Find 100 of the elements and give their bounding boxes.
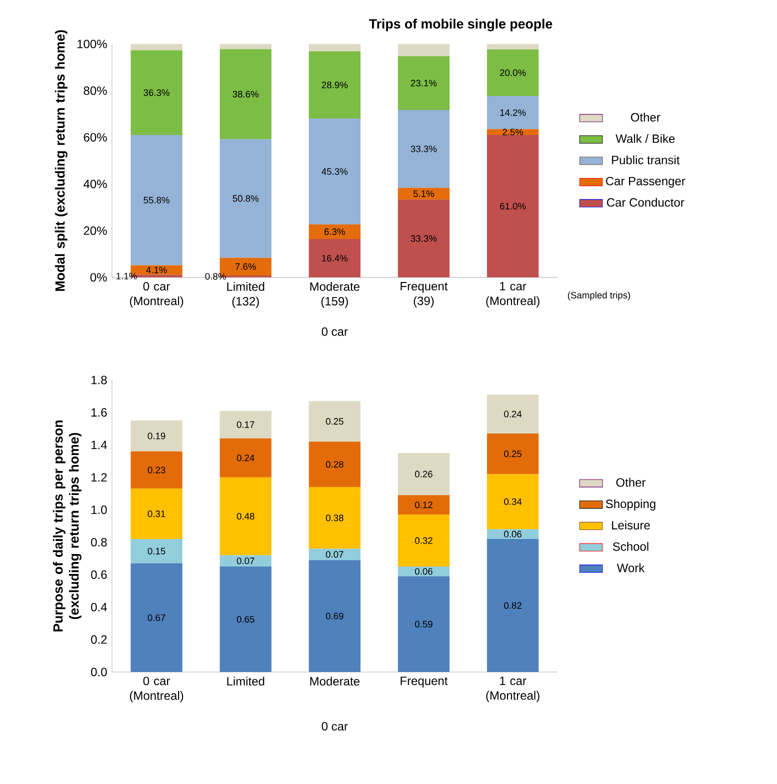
chart-title: Trips of mobile single people <box>368 18 552 32</box>
data-label: 0.17 <box>236 421 254 428</box>
x-tick-label: 1 car (Montreal) <box>486 676 540 702</box>
bar <box>398 495 450 515</box>
text: (Sampled trips) <box>568 292 630 300</box>
bar <box>486 394 538 434</box>
data-label: 20.0% <box>500 69 526 76</box>
x-tick-label: Limited (132) <box>227 282 264 308</box>
legend-label: Leisure <box>612 520 650 530</box>
data-label: 0.8% <box>205 273 226 280</box>
bar <box>220 49 272 140</box>
data-label: 0.59 <box>414 620 432 628</box>
data-label: 36.3% <box>144 89 170 96</box>
bar <box>130 538 182 564</box>
legend-label: Other <box>630 112 660 122</box>
y-tick-label: 0.0 <box>90 668 107 676</box>
bar <box>308 44 360 52</box>
bar <box>486 434 538 474</box>
data-label: 0.26 <box>414 470 432 478</box>
bar <box>398 200 450 278</box>
y-tick-label: 0.6 <box>90 570 107 579</box>
legend-label: Public transit <box>612 155 680 164</box>
x-tick-label: Moderate <box>310 676 360 686</box>
legend-label: Work <box>616 563 644 572</box>
data-label: 28.9% <box>322 82 348 88</box>
legend-label: Shopping <box>606 499 656 510</box>
data-label: 50.8% <box>232 195 258 202</box>
y-tick-label: 60% <box>84 133 107 142</box>
bar <box>486 129 538 135</box>
data-label: 0.07 <box>326 551 344 558</box>
bar <box>220 555 272 567</box>
bar <box>130 420 182 452</box>
bar <box>486 529 538 539</box>
bar <box>398 44 450 56</box>
data-label: 14.2% <box>500 109 526 116</box>
data-label: 0.25 <box>326 418 344 425</box>
legend-label: Walk / Bike <box>616 134 674 143</box>
data-label: 5.1% <box>413 190 434 197</box>
data-label: 1.1% <box>116 272 137 280</box>
legend-label: Car Passenger <box>606 176 686 188</box>
x-tick-label: Frequent (39) <box>400 282 448 308</box>
text: 0 car <box>322 722 348 731</box>
bar <box>308 239 360 278</box>
y-tick-label: 1.2 <box>91 473 107 482</box>
data-label: 0.15 <box>148 548 166 554</box>
data-label: 2.5% <box>502 128 523 136</box>
y-tick-label: 0% <box>90 273 107 282</box>
y-tick-label: 0.4 <box>90 602 107 612</box>
data-label: 0.25 <box>504 450 522 458</box>
data-label: 4.1% <box>146 266 167 274</box>
data-label: 33.3% <box>410 235 436 242</box>
text: 0 car <box>322 327 348 336</box>
data-label: 38.6% <box>232 90 258 98</box>
y-tick-label: 1.0 <box>91 506 107 514</box>
data-label: 0.34 <box>504 498 522 505</box>
bar <box>486 538 538 672</box>
bar <box>130 50 182 135</box>
data-label: 61.0% <box>500 202 526 210</box>
y-tick-label: 0.2 <box>90 635 107 644</box>
bar <box>308 224 360 240</box>
y-tick-label: 1.4 <box>91 440 107 450</box>
x-tick-label: 0 car (Montreal) <box>130 282 183 308</box>
data-label: 0.48 <box>236 512 254 520</box>
data-label: 0.24 <box>504 410 522 418</box>
data-label: 6.3% <box>324 228 345 236</box>
data-label: 0.31 <box>148 510 165 518</box>
y-axis-title: Purpose of daily trips per person (excluding return trips home) <box>52 420 82 632</box>
data-label: 0.23 <box>148 466 166 474</box>
data-label: 0.07 <box>236 558 254 564</box>
bar <box>486 44 538 50</box>
x-tick-label: 0 car (Montreal) <box>130 676 183 702</box>
data-label: 33.3% <box>410 146 436 152</box>
bar <box>130 134 182 266</box>
y-tick-label: 1.8 <box>91 376 107 384</box>
bar <box>486 96 538 130</box>
data-label: 0.38 <box>326 514 344 522</box>
bar <box>130 451 182 489</box>
legend-label: Car Conductor <box>606 198 684 207</box>
data-label: 0.67 <box>148 614 165 621</box>
y-tick-label: 20% <box>84 226 107 235</box>
bar <box>220 438 272 478</box>
bar <box>398 452 450 496</box>
bar <box>398 110 450 188</box>
y-tick-label: 40% <box>83 180 107 188</box>
data-label: 23.1% <box>410 80 436 86</box>
bar <box>398 514 450 567</box>
data-label: 16.4% <box>322 254 348 262</box>
y-tick-label: 80% <box>84 86 107 95</box>
bar <box>220 566 272 672</box>
y-tick-label: 1.6 <box>91 408 107 417</box>
x-tick-label: Limited <box>227 676 264 686</box>
data-label: 0.24 <box>236 454 254 462</box>
data-label: 0.28 <box>326 461 344 468</box>
bar <box>130 44 182 50</box>
bar <box>220 139 272 258</box>
bar <box>220 410 272 438</box>
y-axis-title: Modal split (excluding return trips home) <box>54 30 68 291</box>
legend-label: Other <box>616 478 646 487</box>
data-label: 0.82 <box>504 602 522 609</box>
x-tick-label: Moderate (159) <box>310 282 360 308</box>
